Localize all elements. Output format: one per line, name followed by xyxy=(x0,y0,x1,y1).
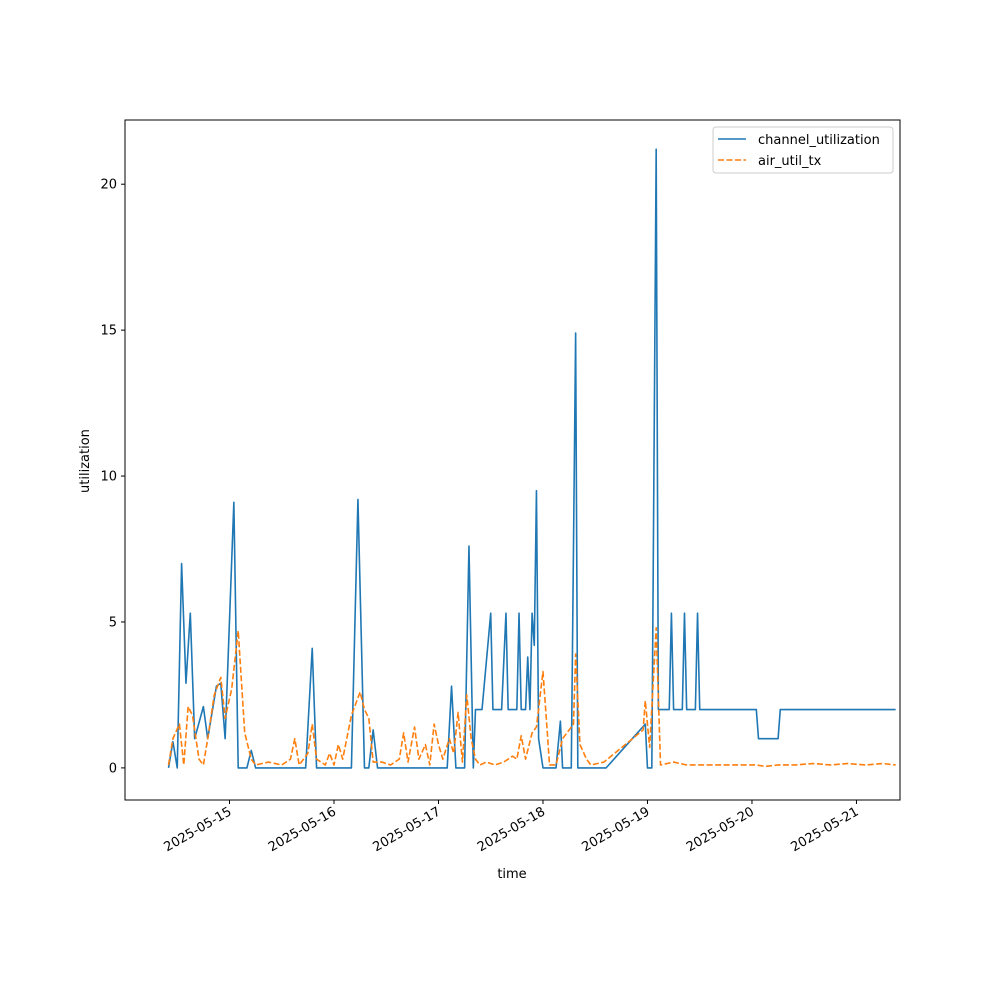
x-axis-ticks: 2025-05-15 2025-05-16 2025-05-17 2025-05-18… xyxy=(162,800,862,855)
y-axis-ticks: 0 5 10 15 20 xyxy=(100,178,125,777)
x-axis-label: time xyxy=(497,867,526,882)
y-tick-label: 5 xyxy=(109,615,117,630)
plot-area xyxy=(125,120,900,800)
x-tick-label: 2025-05-21 xyxy=(789,804,862,855)
x-tick-label: 2025-05-15 xyxy=(162,804,235,855)
y-tick-label: 20 xyxy=(100,178,117,193)
x-tick-label: 2025-05-17 xyxy=(371,804,444,855)
x-tick-label: 2025-05-20 xyxy=(684,804,757,855)
y-tick-label: 0 xyxy=(109,761,117,776)
x-tick-label: 2025-05-16 xyxy=(266,804,339,855)
y-axis-label: utilization xyxy=(78,429,93,493)
x-tick-label: 2025-05-19 xyxy=(580,804,653,855)
legend-label-air-util-tx: air_util_tx xyxy=(758,154,822,169)
legend-label-channel-utilization: channel_utilization xyxy=(758,133,880,148)
y-tick-label: 10 xyxy=(100,470,117,485)
y-tick-label: 15 xyxy=(100,324,117,339)
x-tick-label: 2025-05-18 xyxy=(475,804,548,855)
legend: channel_utilization air_util_tx xyxy=(713,127,893,173)
